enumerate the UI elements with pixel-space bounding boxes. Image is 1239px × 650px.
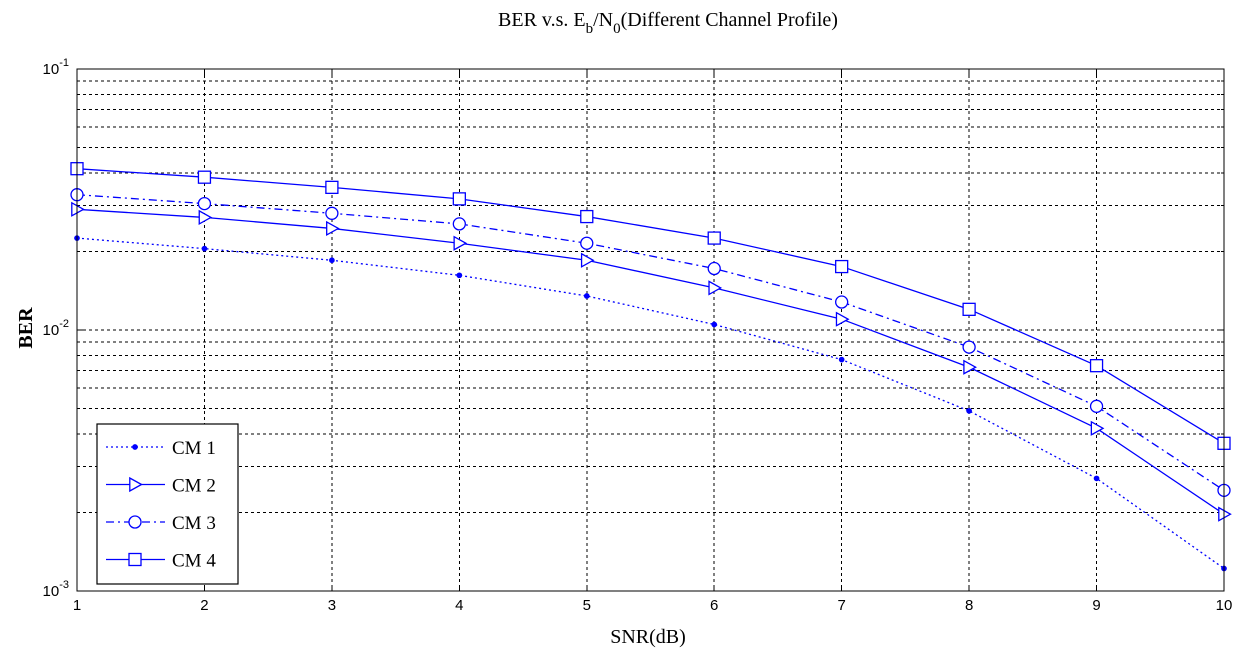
data-point [962,302,976,316]
data-point [966,408,972,414]
grid-lines [77,69,1224,591]
y-tick-labels: 10-1 10-2 10-3 [43,57,69,600]
y-axis-label: BER [15,307,37,349]
data-point [198,209,213,226]
data-point [71,201,85,217]
legend-marker [128,552,142,567]
data-point [201,245,208,252]
data-point [838,356,845,363]
legend-item: CM 2 [106,476,216,497]
data-point [329,257,335,264]
data-point [452,192,466,206]
series-line [76,194,1225,491]
y-tick-label: 10-2 [43,318,69,339]
data-point [456,272,463,279]
data-point [580,252,595,268]
legend-item: CM 4 [106,551,216,572]
legend-marker [132,444,138,450]
x-tick-label: 5 [583,597,591,614]
data-point [835,311,850,327]
x-tick-label: 4 [455,597,463,614]
data-point [197,170,212,184]
x-tick-labels: 1 2 3 4 5 6 7 8 9 10 [73,597,1233,614]
title-suffix: (Different Channel Profile) [621,9,838,31]
data-point [1089,359,1104,373]
title-sub-b: b [586,21,594,37]
data-point [707,261,721,276]
x-axis-label: SNR(dB) [610,626,686,648]
data-point [452,217,466,231]
series-4 [70,162,1231,450]
legend-frame [96,423,239,585]
x-tick-label: 10 [1216,597,1233,614]
y-tick-label: 10-3 [43,579,69,600]
legend-marker [128,515,142,529]
legend-item: CM 1 [106,438,216,459]
x-tick-label: 8 [965,597,973,614]
data-point [1090,420,1105,436]
data-point [1218,506,1232,522]
data-point [711,321,718,328]
legend-marker [129,476,143,493]
x-tick-label: 3 [328,597,336,614]
data-point [325,206,339,220]
title-prefix: BER v.s. E [498,9,586,31]
legend-label: CM 1 [172,438,216,459]
data-point [583,293,590,299]
y-tick-label: 10-1 [43,57,69,78]
series-line [76,168,1225,444]
x-tick-label: 9 [1092,597,1100,614]
legend-label: CM 4 [172,551,216,572]
series-line [76,208,1225,515]
data-point [326,220,340,237]
title-mid: /N [593,9,613,31]
x-tick-label: 2 [200,597,208,614]
legend-label: CM 3 [172,513,216,534]
data-point [580,236,594,250]
data-point [453,235,468,251]
data-point [707,231,721,245]
data-point [962,340,976,354]
data-point [963,359,977,375]
chart-title: BER v.s. Eb/N0(Different Channel Profile… [498,9,838,37]
data-point [835,295,849,309]
x-tick-label: 6 [710,597,718,614]
legend-item: CM 3 [106,513,216,534]
data-point [580,209,594,224]
legend: CM 1 CM 2 CM 3 CM 4 [96,423,239,585]
plot-area-frame [76,68,1225,592]
x-tick-label: 1 [73,597,81,614]
title-sub-0: 0 [613,21,621,37]
data-point [708,280,723,296]
series-2 [71,201,1232,522]
data-point [325,180,339,195]
data-point [1093,475,1100,482]
x-tick-label: 7 [837,597,845,614]
data-point [1089,399,1104,413]
data-point [835,259,849,274]
legend-label: CM 2 [172,476,216,497]
series-line [76,237,1225,569]
data-point [197,196,212,211]
